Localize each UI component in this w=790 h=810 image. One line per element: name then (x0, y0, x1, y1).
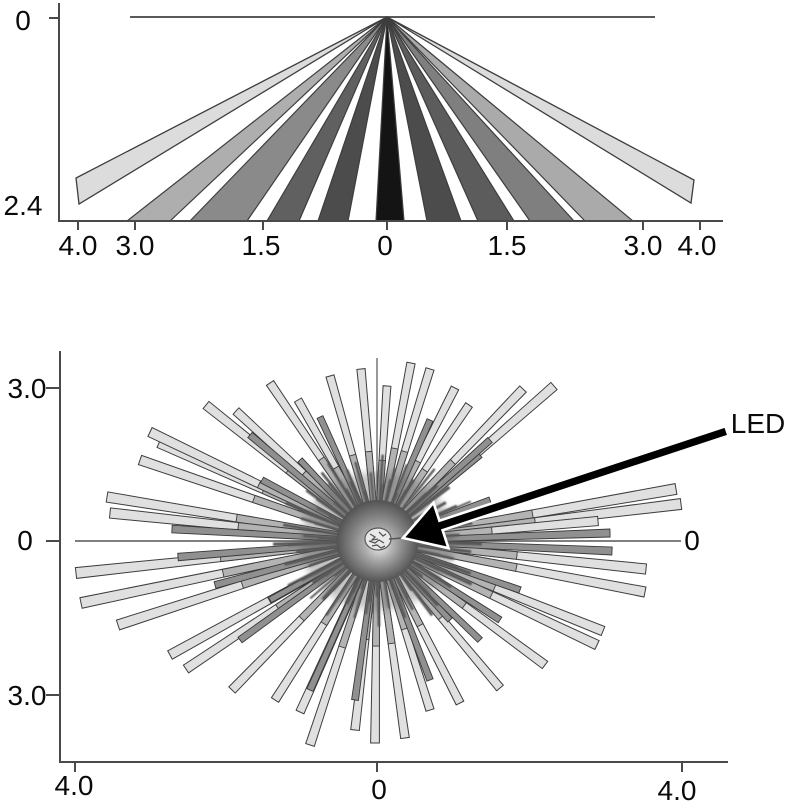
svg-text:4.0: 4.0 (59, 230, 98, 261)
svg-text:4.0: 4.0 (658, 775, 697, 806)
svg-text:3.0: 3.0 (8, 680, 47, 711)
svg-text:0: 0 (15, 5, 31, 36)
svg-text:4.0: 4.0 (678, 230, 717, 261)
svg-text:0: 0 (684, 525, 700, 556)
svg-text:3.0: 3.0 (8, 373, 47, 404)
svg-text:0: 0 (377, 230, 393, 261)
svg-text:4.0: 4.0 (55, 770, 94, 801)
svg-text:1.5: 1.5 (242, 230, 281, 261)
svg-text:0: 0 (17, 525, 33, 556)
svg-text:0: 0 (371, 774, 387, 805)
svg-text:2.4: 2.4 (4, 190, 43, 221)
svg-text:3.0: 3.0 (116, 230, 155, 261)
svg-text:1.5: 1.5 (488, 230, 527, 261)
svg-text:3.0: 3.0 (624, 230, 663, 261)
svg-text:LED: LED (731, 408, 785, 439)
